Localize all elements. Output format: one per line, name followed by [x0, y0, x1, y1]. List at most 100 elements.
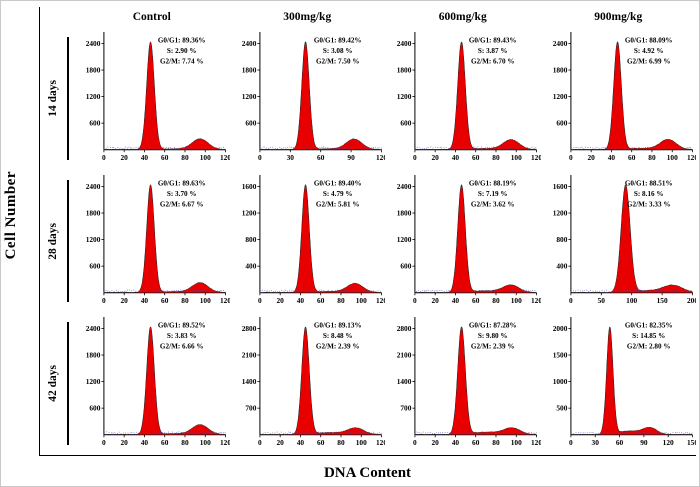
svg-text:120: 120	[375, 153, 385, 162]
phase-annotations: G0/G1: 89.42% S: 3.08 % G2/M: 7.50 %	[313, 36, 361, 65]
svg-text:1200: 1200	[397, 92, 412, 101]
svg-text:60: 60	[317, 296, 325, 305]
svg-text:2800: 2800	[397, 324, 412, 333]
x-axis: 0 50 100 150 200	[569, 291, 696, 305]
svg-text:80: 80	[181, 153, 189, 162]
svg-text:60: 60	[161, 439, 169, 448]
svg-text:100: 100	[666, 153, 677, 162]
svg-text:600: 600	[89, 119, 100, 128]
svg-text:0: 0	[569, 439, 573, 448]
svg-text:40: 40	[141, 439, 149, 448]
x-axis: 0 20 40 60 80 100 120	[413, 291, 541, 305]
noise-trace	[103, 431, 226, 435]
svg-text:1800: 1800	[241, 66, 256, 75]
dna-histogram-curve	[103, 41, 226, 150]
histogram-panel-42-days-600mg-kg: 700 1400 2100 2800 0 20 40 60 80 100 120 G0/G1: 87.…	[397, 317, 541, 448]
phase-annotation-line: G2/M: 3.62 %	[471, 200, 515, 208]
svg-text:100: 100	[511, 153, 522, 162]
svg-text:2400: 2400	[397, 182, 412, 191]
histogram-panel-14-days-600mg-kg: 600 1200 1800 2400 0 20 40 60 80 100 120 G0/G1: 89.…	[397, 31, 541, 162]
svg-text:200: 200	[686, 296, 696, 305]
svg-text:60: 60	[472, 153, 480, 162]
row-label-42-days: 42 days	[40, 312, 74, 455]
svg-text:120: 120	[686, 153, 696, 162]
phase-annotation-line: G0/G1: 89.36%	[158, 36, 206, 44]
svg-text:0: 0	[258, 153, 262, 162]
panel-cell-28-days-300mg-kg: 400 800 1200 1600 0 20 40 60 80 100 120 G0/G1: 89.4…	[230, 170, 385, 313]
svg-text:20: 20	[431, 296, 439, 305]
svg-text:120: 120	[375, 296, 385, 305]
y-axis: 600 1200 1800 2400	[241, 31, 260, 150]
svg-text:700: 700	[400, 404, 411, 413]
dna-histogram-curve	[570, 326, 693, 436]
svg-text:1800: 1800	[397, 208, 412, 217]
svg-text:40: 40	[141, 296, 149, 305]
y-axis: 600 1200 1800 2400	[86, 317, 105, 436]
column-header-300mgkg: 300mg/kg	[283, 11, 332, 23]
dna-histogram-curve	[103, 184, 226, 293]
y-axis: 400 800 1200 1600	[241, 174, 260, 293]
y-axis: 600 1200 1800 2400	[397, 31, 416, 150]
phase-annotation-line: S: 7.19 %	[478, 190, 508, 198]
svg-text:1800: 1800	[397, 66, 412, 75]
phase-annotation-line: G0/G1: 88.51%	[624, 179, 672, 187]
noise-trace	[414, 288, 537, 293]
svg-text:1200: 1200	[241, 208, 256, 217]
svg-text:40: 40	[607, 153, 615, 162]
panel-cell-14-days-control: 600 1200 1800 2400 0 20 40 60 80 100 120 G0/G1: 89.…	[74, 27, 230, 170]
x-axis: 0 20 40 60 80 100 120	[413, 149, 541, 162]
svg-text:120: 120	[375, 439, 385, 448]
phase-annotation-line: G0/G1: 88.19%	[469, 179, 517, 187]
phase-annotation-line: G0/G1: 89.43%	[469, 36, 517, 44]
svg-text:20: 20	[120, 153, 128, 162]
y-axis: 400 800 1200 1600	[552, 174, 571, 293]
svg-text:120: 120	[531, 153, 541, 162]
panel-cell-42-days-900mg-kg: 500 1000 1500 2000 0 30 60 90 120 150 G0/G1: 82.35…	[541, 312, 696, 455]
svg-text:40: 40	[452, 296, 460, 305]
svg-text:1400: 1400	[397, 377, 412, 386]
phase-annotation-line: S: 14.85 %	[632, 332, 665, 340]
svg-text:0: 0	[102, 296, 106, 305]
svg-text:80: 80	[492, 439, 500, 448]
row-label-28-days: 28 days	[40, 170, 74, 313]
y-axis: 600 1200 1800 2400	[552, 31, 571, 150]
svg-text:50: 50	[597, 296, 605, 305]
svg-text:80: 80	[337, 296, 345, 305]
svg-text:0: 0	[258, 439, 262, 448]
phase-annotations: G0/G1: 88.19% S: 7.19 % G2/M: 3.62 %	[469, 179, 517, 208]
svg-text:2400: 2400	[86, 182, 101, 191]
svg-text:2400: 2400	[397, 39, 412, 48]
svg-text:600: 600	[89, 404, 100, 413]
histogram-panel-28-days-300mg-kg: 400 800 1200 1600 0 20 40 60 80 100 120 G0/G1: 89.4…	[241, 174, 385, 305]
svg-text:120: 120	[220, 153, 230, 162]
noise-trace	[259, 431, 382, 435]
svg-text:100: 100	[626, 296, 637, 305]
phase-annotations: G0/G1: 89.40% S: 4.79 % G2/M: 5.81 %	[313, 179, 361, 208]
svg-text:90: 90	[347, 153, 355, 162]
svg-text:600: 600	[556, 119, 567, 128]
svg-text:400: 400	[556, 261, 567, 270]
svg-text:2400: 2400	[86, 39, 101, 48]
svg-text:60: 60	[317, 153, 325, 162]
phase-annotation-line: G2/M: 2.39 %	[315, 343, 359, 351]
svg-text:2000: 2000	[552, 324, 567, 333]
histogram-panel-14-days-900mg-kg: 600 1200 1800 2400 0 20 40 60 80 100 120 G0/G1: 88.…	[552, 31, 696, 162]
phase-annotation-line: G0/G1: 89.52%	[158, 322, 206, 330]
panel-cell-14-days-900mg-kg: 600 1200 1800 2400 0 20 40 60 80 100 120 G0/G1: 88.…	[541, 27, 696, 170]
phase-annotations: G0/G1: 89.63% S: 3.70 % G2/M: 6.67 %	[158, 179, 206, 208]
svg-text:400: 400	[245, 261, 256, 270]
histogram-panel-28-days-900mg-kg: 400 800 1200 1600 0 50 100 150 200 G0/G1: 88.51% S…	[552, 174, 696, 305]
phase-annotations: G0/G1: 89.13% S: 8.48 % G2/M: 2.39 %	[313, 322, 361, 351]
phase-annotation-line: G2/M: 2.80 %	[626, 343, 670, 351]
svg-text:20: 20	[276, 439, 284, 448]
svg-text:800: 800	[245, 235, 256, 244]
dna-histogram-curve	[103, 326, 226, 436]
phase-annotation-line: G2/M: 6.99 %	[626, 57, 670, 65]
phase-annotation-line: G2/M: 6.70 %	[471, 57, 515, 65]
svg-text:100: 100	[200, 439, 211, 448]
svg-text:1000: 1000	[552, 377, 567, 386]
svg-text:30: 30	[286, 153, 294, 162]
noise-trace	[414, 431, 537, 435]
svg-text:20: 20	[431, 439, 439, 448]
phase-annotations: G0/G1: 89.36% S: 2.90 % G2/M: 7.74 %	[158, 36, 206, 65]
